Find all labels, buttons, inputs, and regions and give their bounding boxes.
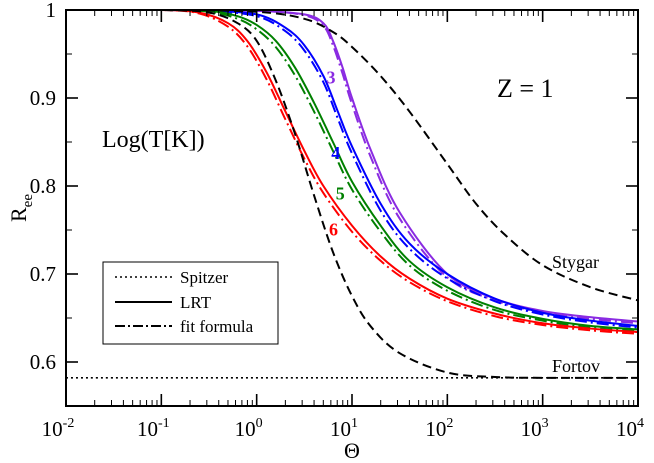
annotation-fortov: Fortov <box>552 356 600 376</box>
y-axis-label-main: R <box>6 207 31 222</box>
series-line-fortov <box>66 10 638 379</box>
x-axis-label: Θ <box>344 438 360 463</box>
x-tick-label: 102 <box>425 416 453 441</box>
x-tick-label: 100 <box>235 416 263 441</box>
legend: Spitzer LRT fit formula <box>102 261 279 345</box>
series-line-fit-logt-6 <box>66 10 638 335</box>
series-line-fit-logt-4 <box>66 10 638 329</box>
legend-label-fit: fit formula <box>180 317 254 336</box>
annotation-stygar: Stygar <box>552 252 599 272</box>
annotation-z: Z = 1 <box>497 74 554 103</box>
x-tick-label: 101 <box>330 416 358 441</box>
series-line-fit-logt-5 <box>66 10 638 333</box>
curve-label-4: 4 <box>331 143 340 163</box>
y-axis-label: Ree <box>6 194 36 222</box>
x-tick-label: 10-1 <box>137 416 170 441</box>
legend-label-spitzer: Spitzer <box>180 268 228 287</box>
legend-label-lrt: LRT <box>180 293 212 312</box>
y-tick-label: 1 <box>46 0 57 22</box>
x-tick-label: 104 <box>616 416 644 441</box>
series-line-lrt-logt-5 <box>66 10 638 331</box>
curve-label-6: 6 <box>329 220 338 240</box>
y-tick-label: 0.7 <box>30 262 56 286</box>
ticks-layer <box>65 9 639 407</box>
y-axis-label-sub: ee <box>20 194 36 208</box>
x-tick-label: 103 <box>521 416 549 441</box>
labels-layer: 10-2 10-1 100 101 102 103 104 0.6 0.7 0.8 0.9 1 3 4 5 6 <box>30 0 644 441</box>
series-line-stygar <box>66 10 638 302</box>
y-tick-label: 0.6 <box>30 350 56 374</box>
series-line-lrt-logt-6 <box>66 10 638 334</box>
x-tick-label: 10-2 <box>42 416 75 441</box>
curve-label-5: 5 <box>336 183 345 203</box>
curve-label-3: 3 <box>327 67 336 87</box>
y-tick-label: 0.9 <box>30 86 56 110</box>
series-layer <box>66 10 638 379</box>
plot-frame <box>65 9 639 407</box>
y-tick-label: 0.8 <box>30 174 56 198</box>
annotation-logt: Log(T[K]) <box>102 127 205 153</box>
